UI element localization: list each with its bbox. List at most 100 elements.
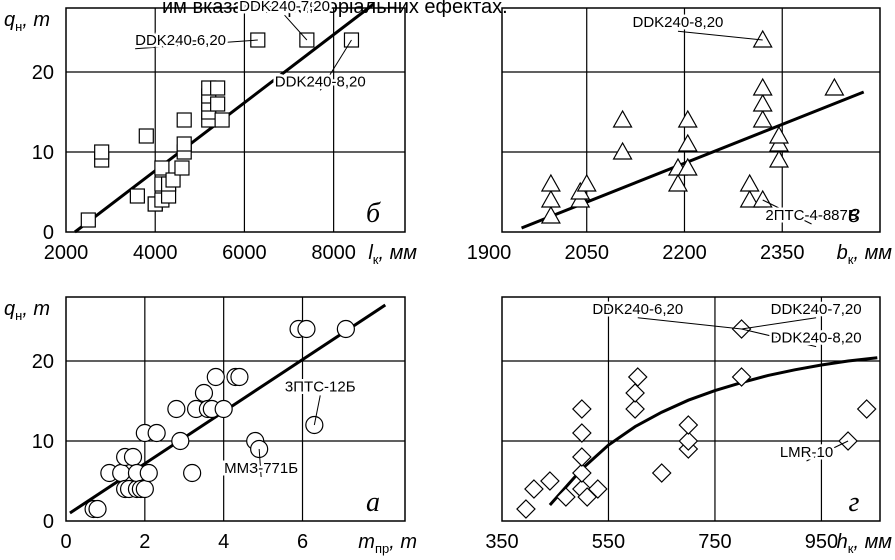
data-point-square <box>210 80 226 96</box>
annotation-label: 3ПТС-12Б <box>285 378 356 395</box>
plot-frame <box>501 7 881 233</box>
x-tick-label: 6 <box>297 531 308 553</box>
y-axis-label: qн, т <box>4 9 50 34</box>
annotation-leader <box>319 39 352 91</box>
data-point-triangle <box>677 109 698 128</box>
annotation-label: DDK240-8,20 <box>275 73 366 90</box>
x-axis-label-main: l <box>368 242 373 264</box>
data-point-triangle <box>667 173 688 192</box>
annotation-label: 2ПТС-4-887Б <box>765 207 857 224</box>
panel-letter: г <box>849 487 860 518</box>
data-point-diamond <box>572 447 592 467</box>
data-point-square <box>94 144 110 160</box>
x-tick-label: 2200 <box>662 242 707 264</box>
data-point-square <box>138 128 154 144</box>
annotation-leader <box>806 440 849 462</box>
data-point-diamond <box>524 479 544 499</box>
x-axis-label-sub: пр <box>375 541 389 556</box>
trend-curve <box>548 356 878 506</box>
data-point-triangle <box>752 109 773 128</box>
data-point-square <box>129 188 145 204</box>
x-tick-label: 8000 <box>311 242 356 264</box>
x-axis-label-main: b <box>837 242 848 264</box>
x-axis-label-unit: , т <box>389 531 417 553</box>
data-point-triangle <box>752 189 773 208</box>
annotation-leader <box>284 14 308 41</box>
data-point-circle <box>183 463 202 483</box>
annotation-leader <box>741 317 817 330</box>
x-axis-label-sub: к <box>848 252 854 267</box>
annotation-leader <box>677 30 763 41</box>
annotation-label: DDK240-8,20 <box>771 330 862 347</box>
data-point-triangle <box>576 173 597 192</box>
panel-v: 1900 2050 2200 2350 bк, мм DDK240-8,20 2ПТС-4-… <box>467 7 892 267</box>
x-tick-label: 2350 <box>760 242 805 264</box>
data-point-circle <box>167 399 186 419</box>
data-point-square <box>176 112 192 128</box>
y-tick-label: 0 <box>43 511 54 533</box>
data-point-square <box>154 160 170 176</box>
data-point-triangle <box>612 141 633 160</box>
data-point-diamond <box>572 463 592 483</box>
data-point-diamond <box>587 479 608 499</box>
data-point-square <box>210 96 226 112</box>
x-tick-label: 4 <box>218 531 229 553</box>
data-point-diamond <box>651 463 672 483</box>
x-axis-label-unit: , мм <box>853 531 892 553</box>
annotation-label: LMR-10 <box>780 444 833 461</box>
y-tick-label: 10 <box>32 431 54 453</box>
panel-letter: б <box>366 198 381 229</box>
annotation-leader <box>313 395 321 426</box>
data-point-triangle <box>824 77 845 96</box>
x-tick-label: 1900 <box>467 242 512 264</box>
data-point-diamond <box>678 415 699 435</box>
annotation-label: DDK240-6,20 <box>135 32 226 49</box>
y-axis-label-sub: н <box>15 19 22 34</box>
data-point-diamond <box>678 431 699 451</box>
annotation-label: DDK240-8,20 <box>633 14 724 31</box>
annotation-label: ММЗ-771Б <box>224 460 298 477</box>
data-point-triangle <box>677 157 698 176</box>
x-axis-label-main: m <box>358 531 375 553</box>
annotation-leader <box>258 448 262 478</box>
y-axis-label-unit: , т <box>22 9 50 31</box>
x-tick-label: 4000 <box>133 242 178 264</box>
data-point-circle <box>230 367 249 387</box>
data-point-circle <box>135 479 154 499</box>
data-point-square <box>174 160 190 176</box>
data-point-diamond <box>572 399 592 419</box>
x-axis-label: hк, мм <box>837 531 893 556</box>
data-point-diamond <box>625 383 645 403</box>
plot-frame <box>65 296 406 522</box>
y-tick-label: 0 <box>43 222 54 244</box>
data-point-diamond <box>516 499 536 519</box>
data-point-square <box>214 112 230 128</box>
panel-letter: в <box>848 198 860 229</box>
x-axis-label-unit: , мм <box>378 242 417 264</box>
x-axis-label-main: h <box>837 531 848 553</box>
data-point-triangle <box>752 29 773 48</box>
data-point-triangle <box>540 189 561 208</box>
data-point-square <box>165 172 181 188</box>
data-point-circle <box>194 383 214 403</box>
y-tick-label: 20 <box>32 351 54 373</box>
x-tick-label: 0 <box>60 531 71 553</box>
data-point-triangle <box>540 205 561 224</box>
data-point-circle <box>297 319 316 339</box>
data-point-triangle <box>768 149 790 168</box>
annotation-leader <box>741 328 817 348</box>
data-point-square <box>80 212 96 228</box>
data-point-circle <box>123 447 143 467</box>
data-point-circle <box>112 463 131 483</box>
data-point-triangle <box>739 173 760 192</box>
data-point-circle <box>214 399 233 419</box>
y-axis-label: qн, т <box>4 298 50 323</box>
annotation-leader <box>637 317 742 330</box>
data-point-triangle <box>540 173 561 192</box>
annotation-leader <box>762 199 812 225</box>
data-point-circle <box>171 431 190 451</box>
data-point-diamond <box>540 471 560 491</box>
data-point-circle <box>139 463 158 483</box>
